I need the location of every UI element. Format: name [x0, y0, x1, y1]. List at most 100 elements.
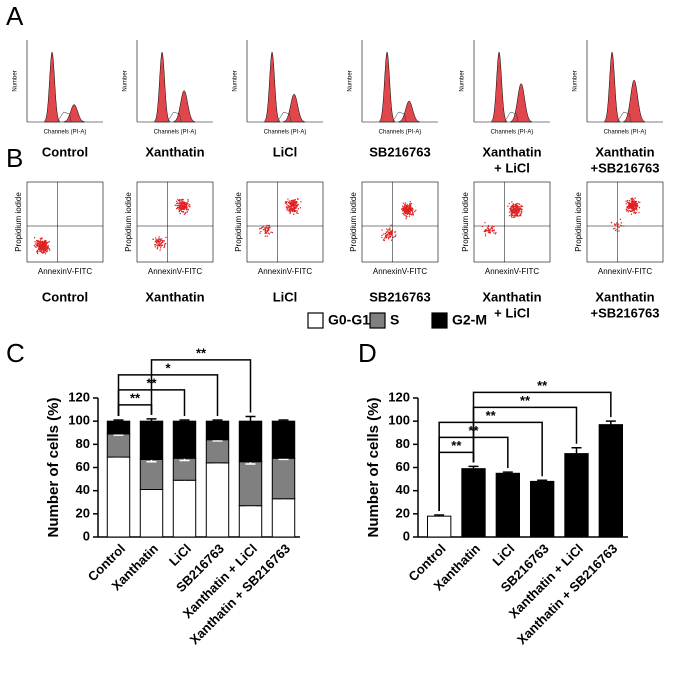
- error-bar: [278, 419, 289, 422]
- dot: [292, 213, 295, 216]
- dot: [616, 223, 618, 225]
- dot: [507, 205, 509, 207]
- dot: [390, 235, 392, 238]
- dot: [491, 226, 493, 228]
- g1-peak: [604, 51, 620, 123]
- dot: [510, 215, 513, 217]
- dot: [520, 212, 523, 214]
- y-axis-label: Propidium iodide: [234, 192, 243, 252]
- bar-segment: [139, 420, 164, 460]
- bar-segment: [205, 462, 230, 538]
- panel-label: A: [6, 1, 24, 31]
- dot: [521, 209, 523, 211]
- dot: [45, 241, 47, 244]
- dot: [184, 212, 187, 214]
- dot: [286, 200, 288, 203]
- dot: [47, 246, 50, 249]
- dot: [46, 250, 49, 252]
- dot: [513, 207, 515, 209]
- g1-peak: [154, 51, 170, 123]
- dot: [179, 200, 181, 202]
- dot: [627, 207, 630, 210]
- dot: [178, 208, 180, 211]
- dot: [390, 230, 392, 233]
- error-bar: [212, 421, 223, 424]
- x-tick-label: LiCl: [166, 541, 194, 569]
- dot: [160, 245, 162, 247]
- dot: [394, 235, 397, 238]
- dot: [294, 198, 297, 201]
- x-axis-label: AnnexinV-FITC: [258, 267, 312, 276]
- dot: [184, 203, 186, 206]
- dot: [36, 245, 39, 247]
- dot: [40, 249, 42, 251]
- dot: [184, 213, 186, 215]
- y-tick-label: 100: [388, 413, 410, 428]
- y-axis-label: Number: [233, 70, 239, 91]
- dot: [165, 236, 167, 239]
- dot: [391, 233, 393, 235]
- g2-peak: [173, 90, 195, 123]
- dot: [402, 212, 404, 215]
- dot: [520, 214, 522, 217]
- y-tick-label: 60: [76, 459, 90, 474]
- dot: [612, 228, 615, 230]
- dot: [512, 216, 515, 219]
- dot: [267, 232, 270, 234]
- dot: [620, 222, 623, 224]
- dot: [625, 203, 627, 205]
- dot: [291, 200, 294, 202]
- panel-label: B: [6, 143, 23, 173]
- dot: [39, 237, 42, 240]
- dot: [634, 197, 636, 199]
- dot: [41, 237, 43, 239]
- dot: [41, 241, 43, 243]
- sample-label: LiCl: [273, 144, 298, 159]
- significance-bracket: [117, 374, 219, 417]
- dot: [258, 228, 261, 230]
- dot: [266, 230, 269, 233]
- dot: [638, 206, 641, 209]
- dot: [297, 198, 299, 201]
- dot: [518, 215, 521, 217]
- dot: [617, 223, 620, 225]
- y-axis-label: Number: [348, 70, 354, 91]
- dot: [38, 246, 41, 248]
- sample-label: Xanthatin: [145, 289, 204, 304]
- dot: [635, 201, 638, 203]
- legend-label: S: [390, 312, 399, 328]
- dot: [408, 208, 410, 210]
- x-axis-label: Channels (PI-A): [264, 130, 307, 136]
- dot: [511, 213, 513, 216]
- dot: [511, 206, 513, 208]
- dot: [520, 211, 523, 213]
- dot: [410, 202, 413, 205]
- error-bar: [146, 421, 157, 425]
- dot: [179, 201, 181, 204]
- dot: [634, 203, 637, 206]
- dot: [179, 212, 181, 215]
- dot: [508, 211, 511, 213]
- dot: [384, 235, 387, 237]
- dot: [487, 224, 490, 227]
- dot: [48, 248, 50, 250]
- dot: [183, 201, 185, 203]
- dot: [285, 206, 288, 208]
- dot: [636, 209, 638, 211]
- dot: [270, 231, 272, 233]
- dot: [289, 212, 291, 215]
- x-axis-label: AnnexinV-FITC: [598, 267, 652, 276]
- bar-segment: [205, 439, 230, 464]
- dot: [387, 238, 390, 240]
- dot: [189, 205, 191, 208]
- x-axis-label: AnnexinV-FITC: [373, 267, 427, 276]
- dot: [390, 232, 392, 234]
- dot: [511, 210, 513, 212]
- dot: [402, 209, 404, 211]
- dot: [625, 200, 627, 202]
- dot: [182, 211, 185, 213]
- dot: [187, 199, 189, 201]
- dot: [487, 228, 490, 230]
- bar: [495, 472, 521, 538]
- dot: [386, 234, 388, 237]
